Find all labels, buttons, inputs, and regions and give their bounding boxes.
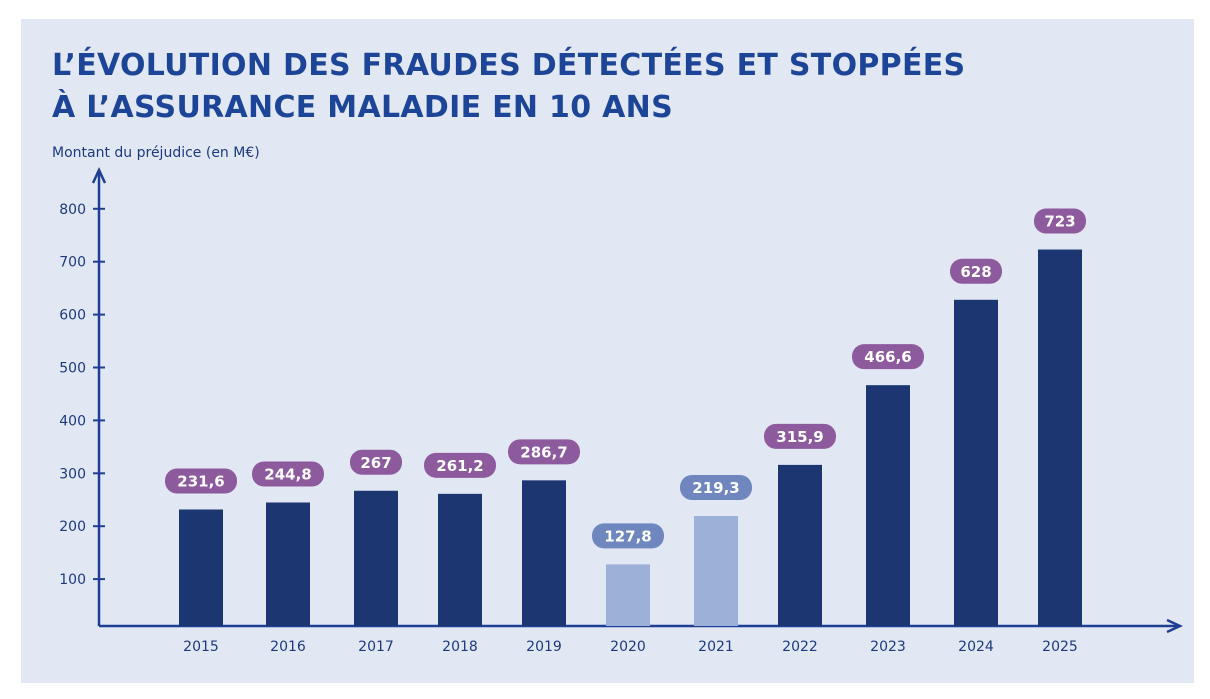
x-tick-label: 2024 [958, 639, 994, 655]
bar-2020 [606, 564, 650, 626]
x-tick-label: 2023 [870, 639, 906, 655]
y-tick-label: 700 [59, 255, 86, 271]
y-tick-label: 100 [59, 572, 86, 588]
value-label-pill [764, 423, 836, 449]
y-tick-label: 300 [59, 466, 86, 482]
value-label: 267 [360, 454, 391, 472]
bar-2019 [522, 480, 566, 626]
bar-2023 [866, 385, 910, 626]
x-tick-label: 2018 [442, 639, 478, 655]
value-label: 231,6 [177, 472, 224, 490]
x-tick-label: 2017 [358, 639, 394, 655]
y-axis-arrow-icon [91, 167, 107, 184]
value-label: 466,6 [864, 348, 911, 366]
value-label: 244,8 [264, 466, 311, 484]
value-label: 261,2 [436, 457, 483, 475]
value-label: 219,3 [692, 479, 739, 497]
bar-2018 [438, 493, 482, 626]
value-label: 286,7 [520, 443, 567, 461]
x-axis-arrow-icon [1166, 618, 1183, 634]
value-label: 628 [960, 263, 991, 281]
value-label-pill [680, 474, 752, 500]
bar-2025 [1038, 249, 1082, 626]
value-label-pill [508, 439, 580, 465]
value-label: 127,8 [604, 527, 651, 545]
x-tick-label: 2020 [610, 639, 646, 655]
value-label-pill [424, 452, 496, 478]
bar-2017 [354, 490, 398, 626]
value-label-pill [1034, 208, 1086, 234]
chart-title-line2: À L’ASSURANCE MALADIE EN 10 ANS [52, 90, 673, 125]
y-axis-label: Montant du préjudice (en M€) [52, 145, 260, 161]
value-label-pill [592, 523, 664, 549]
value-label-pill [852, 344, 924, 370]
y-tick-label: 400 [59, 413, 86, 429]
x-tick-label: 2016 [270, 639, 306, 655]
x-tick-label: 2022 [782, 639, 818, 655]
x-tick-label: 2025 [1042, 639, 1078, 655]
value-label-pill [950, 258, 1002, 284]
bar-2015 [179, 509, 223, 626]
x-tick-label: 2021 [698, 639, 734, 655]
y-tick-label: 500 [59, 361, 86, 377]
value-label-pill [165, 468, 237, 494]
bar-2024 [954, 299, 998, 626]
value-label-pill [350, 449, 402, 475]
x-tick-label: 2015 [183, 639, 219, 655]
y-tick-label: 200 [59, 519, 86, 535]
x-tick-label: 2019 [526, 639, 562, 655]
value-label-pill [252, 461, 324, 487]
bar-2022 [778, 464, 822, 626]
bar-2021 [694, 515, 738, 626]
y-tick-label: 600 [59, 308, 86, 324]
bar-2016 [266, 502, 310, 626]
y-tick-label: 800 [59, 202, 86, 218]
value-label: 315,9 [776, 428, 823, 446]
value-label: 723 [1044, 213, 1075, 231]
chart-title-line1: L’ÉVOLUTION DES FRAUDES DÉTECTÉES ET STO… [52, 48, 966, 83]
